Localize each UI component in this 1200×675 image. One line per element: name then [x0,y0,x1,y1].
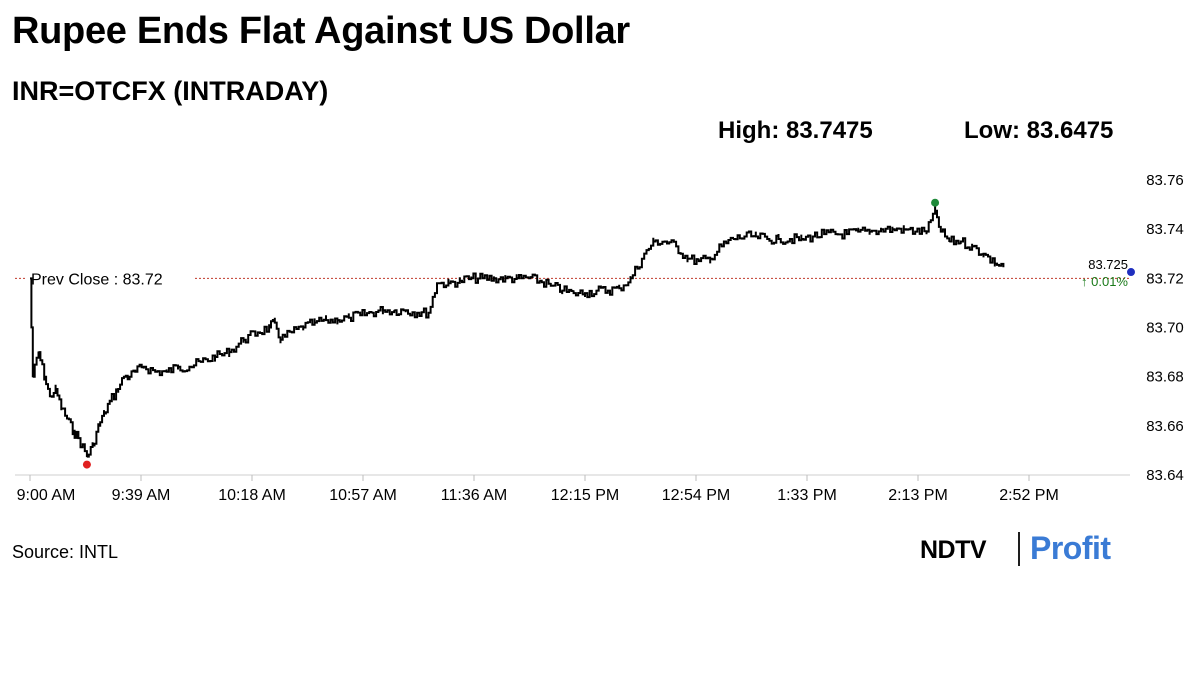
intraday-line-chart: Prev Close : 83.72 9:00 AM 9:39 AM 10:18 A… [15,172,1184,504]
y-tick-label: 83.72 [1146,270,1184,287]
source-note: Source: INTL [12,542,119,562]
low-marker [82,460,91,469]
prev-close-label: Prev Close : 83.72 [31,271,163,288]
y-tick-label: 83.70 [1146,320,1184,337]
prev-close-label-bg [26,268,194,289]
x-tick-label: 12:15 PM [551,487,619,504]
brand-ndtv: NDTV [920,536,987,564]
last-marker [1127,268,1135,277]
x-tick-label: 1:33 PM [777,487,837,504]
y-tick-label: 83.66 [1146,418,1184,435]
x-tick-label: 12:54 PM [662,487,730,504]
last-value-label: 83.725 [1088,257,1128,272]
change-label: ↑ 0.01% [1081,274,1128,289]
axis-group: 9:00 AM 9:39 AM 10:18 AM 10:57 AM 11:36 AM 12… [15,172,1184,504]
brand-divider [1018,532,1020,566]
high-value: High: 83.7475 [718,117,873,144]
x-tick-label: 9:00 AM [17,487,76,504]
x-tick-label: 10:18 AM [218,487,286,504]
brand-profit: Profit [1030,530,1111,566]
y-tick-label: 83.68 [1146,369,1184,386]
price-series-line [30,205,1005,458]
x-tick-label: 2:13 PM [888,487,948,504]
y-tick-label: 83.74 [1146,221,1184,238]
y-tick-label: 83.76 [1146,172,1184,189]
high-marker [931,198,940,207]
x-tick-label: 2:52 PM [999,487,1059,504]
low-value: Low: 83.6475 [964,117,1114,144]
marker-group: 83.725 ↑ 0.01% [82,198,1135,469]
x-tick-label: 10:57 AM [329,487,397,504]
y-tick-label: 83.64 [1146,467,1184,484]
x-tick-label: 9:39 AM [112,487,171,504]
x-tick-label: 11:36 AM [441,487,507,504]
series-group [30,205,1005,458]
chart-title: Rupee Ends Flat Against US Dollar [12,10,630,52]
prev-close-group: Prev Close : 83.72 [15,268,1130,289]
chart-subtitle: INR=OTCFX (INTRADAY) [12,76,329,106]
